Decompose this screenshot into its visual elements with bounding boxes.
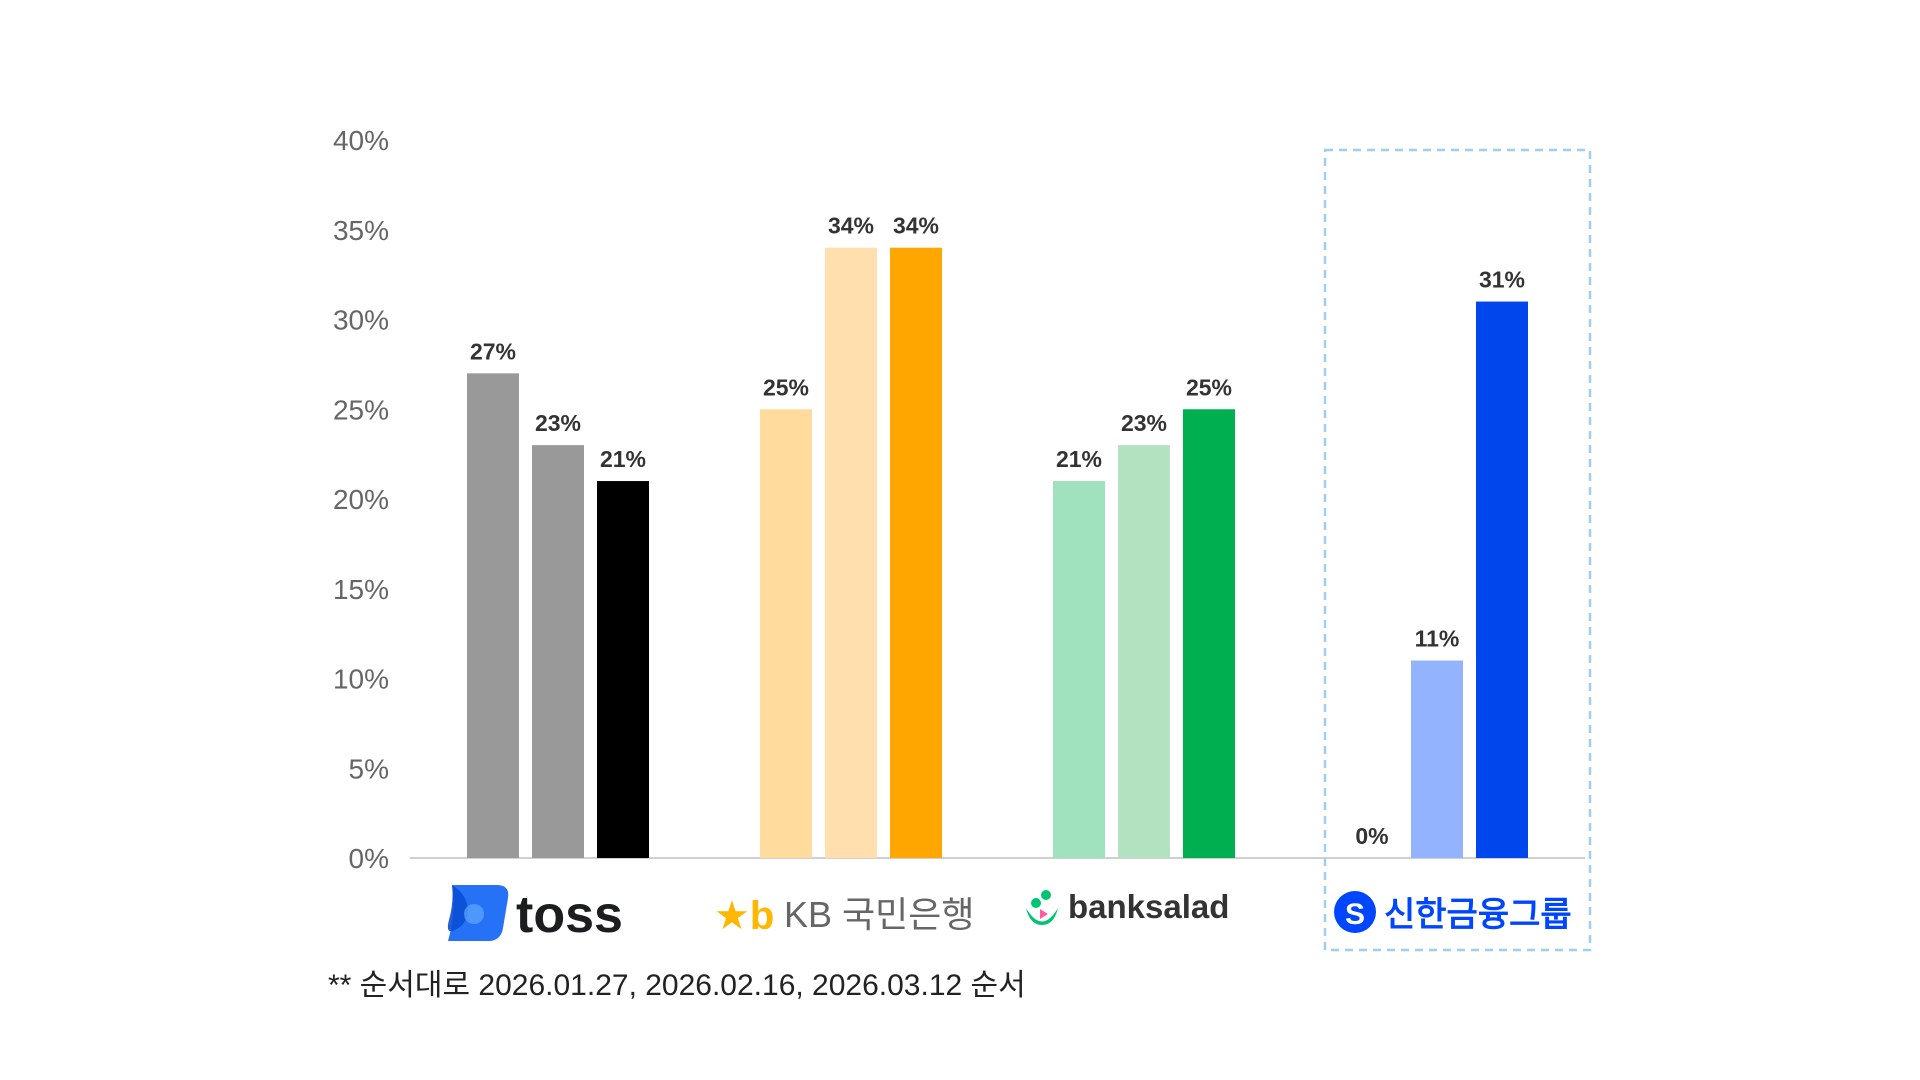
bar-value-label: 25% [1186, 374, 1232, 400]
bar-2-1 [1118, 445, 1170, 858]
bar-0-2 [597, 481, 649, 858]
bar-value-label: 21% [1056, 446, 1102, 472]
bar-3-1 [1411, 660, 1463, 858]
y-tick-label: 20% [333, 484, 389, 515]
bar-value-label: 25% [763, 374, 809, 400]
banksalad-logo-text: banksalad [1068, 888, 1229, 925]
bar-value-label: 27% [470, 338, 516, 364]
bar-0-0 [467, 373, 519, 858]
bar-value-label: 34% [828, 213, 874, 239]
bar-2-0 [1053, 481, 1105, 858]
y-tick-label: 10% [333, 664, 389, 695]
bar-1-1 [825, 247, 877, 858]
highlight-box [1323, 148, 1592, 952]
banksalad-mark-icon [1026, 890, 1058, 925]
y-tick-label: 30% [333, 305, 389, 336]
bar-value-label: 23% [535, 410, 581, 436]
kb-mark-icon: ★b [714, 894, 774, 938]
shinhan-logo: S 신한금융그룹 [1334, 891, 1572, 934]
bar-1-2 [890, 247, 942, 858]
bar-2-2 [1183, 409, 1235, 858]
bar-0-1 [532, 445, 584, 858]
bar-value-label: 34% [893, 213, 939, 239]
y-tick-label: 15% [333, 574, 389, 605]
shinhan-mark-icon [1334, 891, 1376, 933]
y-tick-label: 40% [333, 125, 389, 156]
toss-logo: toss [447, 885, 623, 944]
bar-value-label: 21% [600, 446, 646, 472]
y-tick-label: 0% [349, 843, 389, 874]
toss-logo-text: toss [516, 886, 623, 944]
shinhan-logo-text: 신한금융그룹 [1384, 896, 1572, 934]
y-tick-label: 5% [349, 753, 389, 784]
bar-value-label: 0% [1355, 823, 1388, 849]
bar-value-label: 11% [1415, 626, 1460, 652]
bar-value-label: 23% [1121, 410, 1167, 436]
y-tick-label: 25% [333, 394, 389, 425]
bar-3-2 [1476, 301, 1528, 858]
bar-1-0 [760, 409, 812, 858]
bar-value-label: 31% [1479, 267, 1525, 293]
y-axis-ticks: 0% 5% 10% 15% 20% 25% 30% 35% 40% [333, 125, 389, 874]
footnote: ** 순서대로 2026.01.27, 2026.02.16, 2026.03.… [328, 969, 1026, 1002]
banksalad-logo: banksalad [1026, 888, 1229, 925]
kb-logo: ★b KB 국민은행 [714, 894, 975, 938]
bar-data-labels: 27% 23% 21% 25% 34% 34% 21% 23% 25% 0% 11% 31% [470, 213, 1525, 849]
toss-mark-icon [447, 885, 509, 941]
bar-series [467, 247, 1528, 858]
shinhan-mark-letter: S [1345, 898, 1365, 931]
y-tick-label: 35% [333, 215, 389, 246]
kb-logo-text: KB 국민은행 [784, 894, 975, 935]
